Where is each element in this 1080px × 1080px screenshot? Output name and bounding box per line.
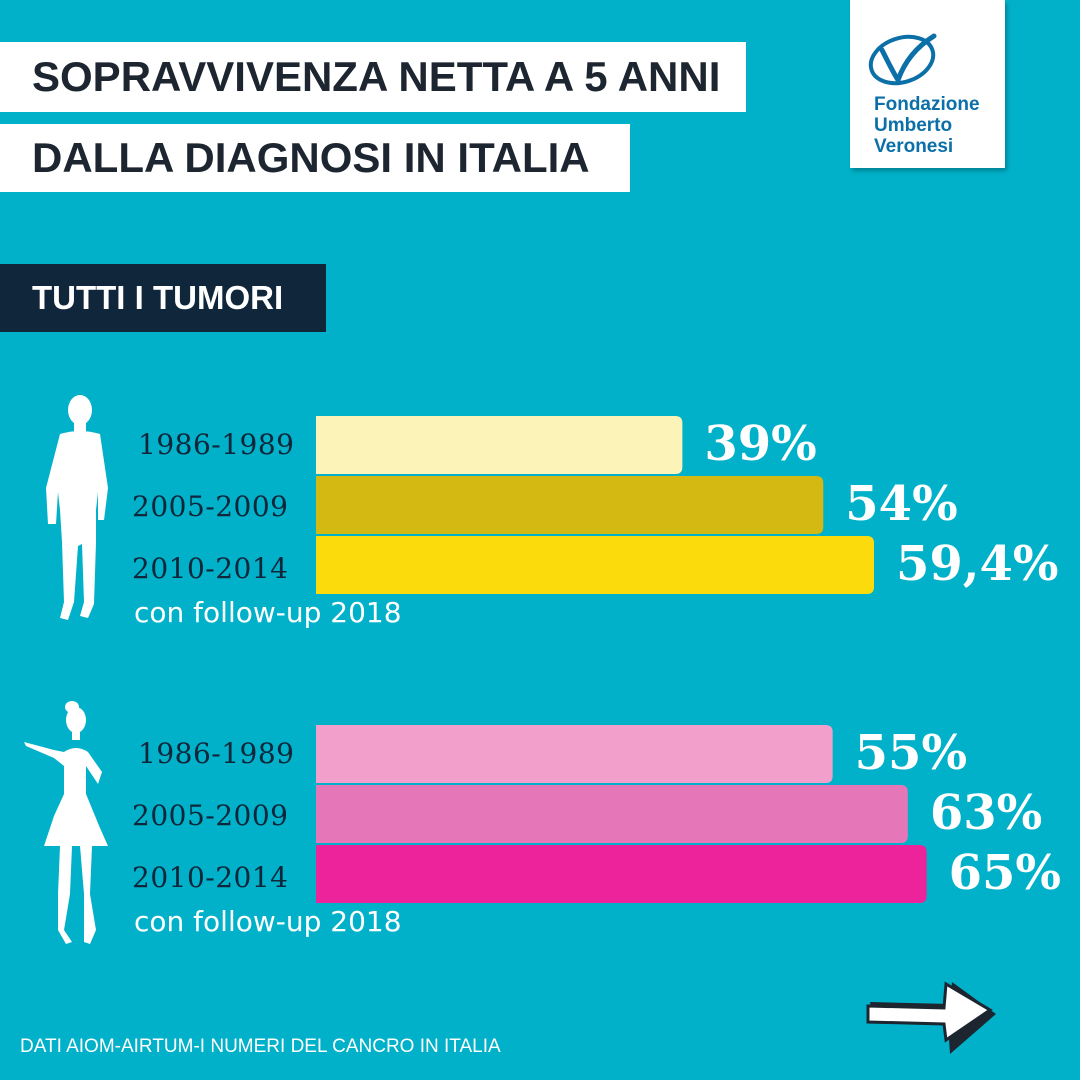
women-value-label-1: 55% [855, 725, 967, 781]
logo-text: Fondazione Umberto Veronesi [874, 94, 980, 157]
men-bar-2 [316, 476, 824, 534]
title-line-1-text: SOPRAVVIVENZA NETTA A 5 ANNI [32, 53, 721, 100]
women-year-label-1: 1986-1989 [138, 737, 295, 770]
logo-line-3: Veronesi [874, 136, 954, 157]
foundation-logo: Fondazione Umberto Veronesi [850, 0, 1005, 168]
men-value-label-1: 39% [704, 416, 816, 472]
women-bar-1 [316, 725, 833, 783]
logo-line-1: Fondazione [874, 94, 980, 115]
women-followup-note: con follow-up 2018 [134, 905, 402, 938]
men-year-label-1: 1986-1989 [138, 428, 295, 461]
title-line-1: SOPRAVVIVENZA NETTA A 5 ANNI [0, 42, 746, 112]
women-bar-2 [316, 785, 908, 843]
women-value-label-3: 65% [949, 845, 1061, 901]
section-label-text: TUTTI I TUMORI [32, 279, 284, 316]
men-bar-3 [316, 536, 874, 594]
women-value-label-2: 63% [930, 785, 1042, 841]
women-year-label-2: 2005-2009 [132, 799, 289, 832]
men-followup-note: con follow-up 2018 [134, 596, 402, 629]
men-year-label-3: 2010-2014 [132, 552, 289, 585]
data-source-note: DATI AIOM-AIRTUM-I NUMERI DEL CANCRO IN … [20, 1036, 501, 1057]
logo-line-2: Umberto [874, 115, 953, 136]
men-bar-1 [316, 416, 683, 474]
men-value-label-3: 59,4% [896, 536, 1059, 592]
men-year-label-2: 2005-2009 [132, 490, 289, 523]
women-bar-3 [316, 845, 927, 903]
man-silhouette-icon [46, 395, 108, 620]
woman-silhouette-icon [24, 701, 108, 944]
veronesi-mark-icon [868, 33, 937, 86]
arrow-right-icon[interactable] [860, 978, 1000, 1058]
section-label: TUTTI I TUMORI [0, 264, 326, 332]
men-value-label-2: 54% [845, 476, 957, 532]
title-line-2-text: DALLA DIAGNOSI IN ITALIA [32, 134, 590, 181]
women-year-label-3: 2010-2014 [132, 861, 289, 894]
title-line-2: DALLA DIAGNOSI IN ITALIA [0, 124, 630, 192]
